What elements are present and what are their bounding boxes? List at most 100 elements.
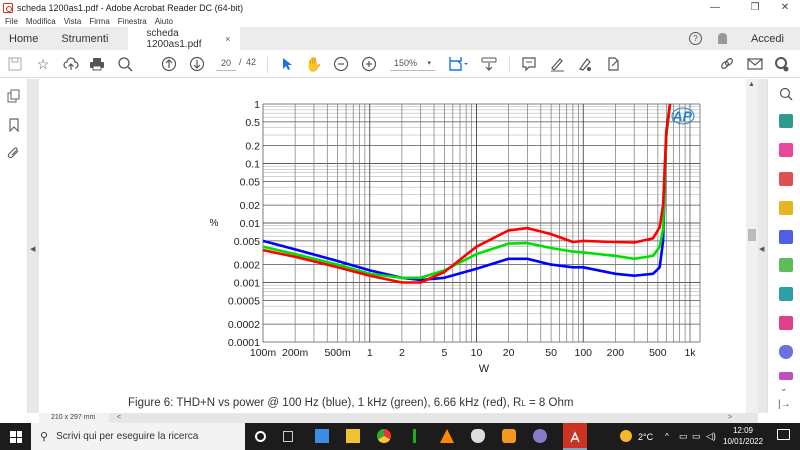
scroll-thumb[interactable] <box>748 229 756 241</box>
tab-document[interactable]: scheda 1200as1.pdf × <box>128 27 241 50</box>
fox-app-icon[interactable] <box>471 429 485 443</box>
comment-icon[interactable] <box>520 55 538 73</box>
combine-files-icon[interactable] <box>779 230 793 244</box>
title-bar: scheda 1200as1.pdf - Adobe Acrobat Reade… <box>0 0 800 15</box>
windows-start-icon[interactable] <box>10 431 22 443</box>
window-title: scheda 1200as1.pdf - Adobe Acrobat Reade… <box>17 2 244 13</box>
minimize-button[interactable]: — <box>710 2 720 13</box>
select-cursor-icon[interactable] <box>278 55 296 73</box>
zoom-out-icon[interactable] <box>332 55 350 73</box>
help-icon[interactable]: ? <box>688 32 702 45</box>
menu-file[interactable]: File <box>5 16 18 26</box>
attachment-icon[interactable] <box>7 146 21 160</box>
svg-text:100: 100 <box>574 347 592 359</box>
search-tool-icon[interactable] <box>779 87 793 101</box>
bell-icon[interactable] <box>717 33 727 44</box>
right-panel-gutter: ◀ <box>758 79 767 413</box>
page-up-icon[interactable] <box>160 55 178 73</box>
media-player-icon[interactable] <box>502 429 516 443</box>
weather-icon[interactable] <box>620 430 632 442</box>
file-explorer-icon[interactable] <box>346 429 360 443</box>
fill-sign-tool-icon[interactable] <box>779 316 793 330</box>
cortana-icon[interactable] <box>255 431 266 442</box>
audio-app-icon[interactable] <box>413 429 416 443</box>
upload-cloud-icon[interactable] <box>62 55 80 73</box>
vlc-icon[interactable] <box>440 429 454 443</box>
left-panel-gutter: ◀ <box>28 79 39 413</box>
fit-page-icon[interactable] <box>446 55 470 73</box>
notifications-icon[interactable] <box>777 429 790 440</box>
weather-temp[interactable]: 2°C <box>638 431 654 442</box>
clock-date: 10/01/2022 <box>723 437 764 446</box>
menu-firma[interactable]: Firma <box>89 16 110 26</box>
tab-tools[interactable]: Strumenti <box>61 32 109 45</box>
vertical-scrollbar[interactable]: ▲ <box>746 79 758 413</box>
highlight-pen-icon[interactable] <box>548 55 566 73</box>
comment-tool-icon[interactable] <box>779 201 793 215</box>
compare-files-icon[interactable] <box>779 258 793 272</box>
clock[interactable]: 12:09 10/01/2022 <box>723 425 763 447</box>
draw-sign-icon[interactable] <box>576 55 594 73</box>
acrobat-taskbar-icon[interactable] <box>563 423 587 450</box>
more-tools-icon[interactable] <box>779 372 793 380</box>
taskbar-app-network-icon[interactable] <box>315 429 329 443</box>
menu-aiuto[interactable]: Aiuto <box>154 16 173 26</box>
zoom-in-icon[interactable] <box>360 55 378 73</box>
page-down-icon[interactable] <box>188 55 206 73</box>
tab-close-icon[interactable]: × <box>225 33 231 44</box>
menu-finestra[interactable]: Finestra <box>117 16 147 26</box>
page-number-input[interactable]: 20 <box>216 56 236 71</box>
collapse-panel-icon[interactable]: |→ <box>778 399 791 410</box>
create-pdf-icon[interactable] <box>779 172 793 186</box>
scroll-left-arrow[interactable]: < <box>117 414 122 421</box>
taskbar-search-placeholder: Scrivi qui per eseguire la ricerca <box>56 431 199 442</box>
search-zoom-icon[interactable] <box>116 55 134 73</box>
pages-thumbnail-icon[interactable] <box>7 89 21 103</box>
scroll-right-arrow[interactable]: > <box>728 414 733 421</box>
organize-pages-icon[interactable] <box>779 143 793 157</box>
star-icon[interactable]: ☆ <box>36 55 50 72</box>
svg-text:1: 1 <box>367 347 373 359</box>
zoom-level-select[interactable]: 150% ▾ <box>390 56 435 71</box>
export-pdf-icon[interactable] <box>779 114 793 128</box>
save-icon[interactable] <box>6 55 24 73</box>
svg-text:200: 200 <box>607 347 625 359</box>
horizontal-scrollbar[interactable]: < > <box>39 413 758 423</box>
print-icon[interactable] <box>88 55 106 73</box>
scroll-up-arrow[interactable]: ▲ <box>748 81 755 88</box>
svg-text:%: % <box>210 218 219 229</box>
network-icon[interactable]: ▭ <box>692 431 701 441</box>
volume-icon[interactable]: ◁) <box>706 431 716 441</box>
close-window-button[interactable]: ✕ <box>780 2 790 13</box>
fill-sign-icon[interactable] <box>604 55 622 73</box>
taskbar-search-box[interactable]: ⚲ Scrivi qui per eseguire la ricerca <box>31 423 245 450</box>
signin-link[interactable]: Accedi <box>750 32 784 45</box>
protect-shield-icon[interactable] <box>779 345 793 359</box>
chrome-icon[interactable] <box>377 429 391 443</box>
svg-text:0.0001: 0.0001 <box>228 337 260 349</box>
search-icon: ⚲ <box>40 431 49 443</box>
menu-vista[interactable]: Vista <box>63 16 82 26</box>
svg-text:1: 1 <box>254 99 260 111</box>
torrent-app-icon[interactable] <box>533 429 547 443</box>
chevron-down-icon[interactable]: ⌄ <box>780 383 788 393</box>
task-view-icon[interactable] <box>283 431 293 442</box>
menu-bar: File Modifica Vista Firma Finestra Aiuto <box>0 15 800 27</box>
scan-ocr-icon[interactable] <box>779 287 793 301</box>
collapse-right-icon[interactable]: ◀ <box>759 246 765 253</box>
svg-text:0.005: 0.005 <box>234 236 260 248</box>
tray-meet-icon[interactable]: ▭ <box>679 431 688 441</box>
share-link-icon[interactable] <box>718 55 736 73</box>
scroll-mode-icon[interactable] <box>480 55 498 73</box>
hand-tool-icon[interactable]: ✋ <box>305 55 323 72</box>
restore-button[interactable]: ❐ <box>750 2 760 13</box>
add-user-icon[interactable] <box>773 55 791 73</box>
svg-text:0.2: 0.2 <box>245 141 260 153</box>
email-icon[interactable] <box>746 55 764 73</box>
bookmark-icon[interactable] <box>8 118 20 133</box>
toolbar <box>0 50 800 78</box>
expand-left-icon[interactable]: ◀ <box>30 246 36 253</box>
menu-modifica[interactable]: Modifica <box>25 16 56 26</box>
tab-home[interactable]: Home <box>9 32 39 45</box>
tray-chevron-icon[interactable]: ^ <box>665 432 669 441</box>
